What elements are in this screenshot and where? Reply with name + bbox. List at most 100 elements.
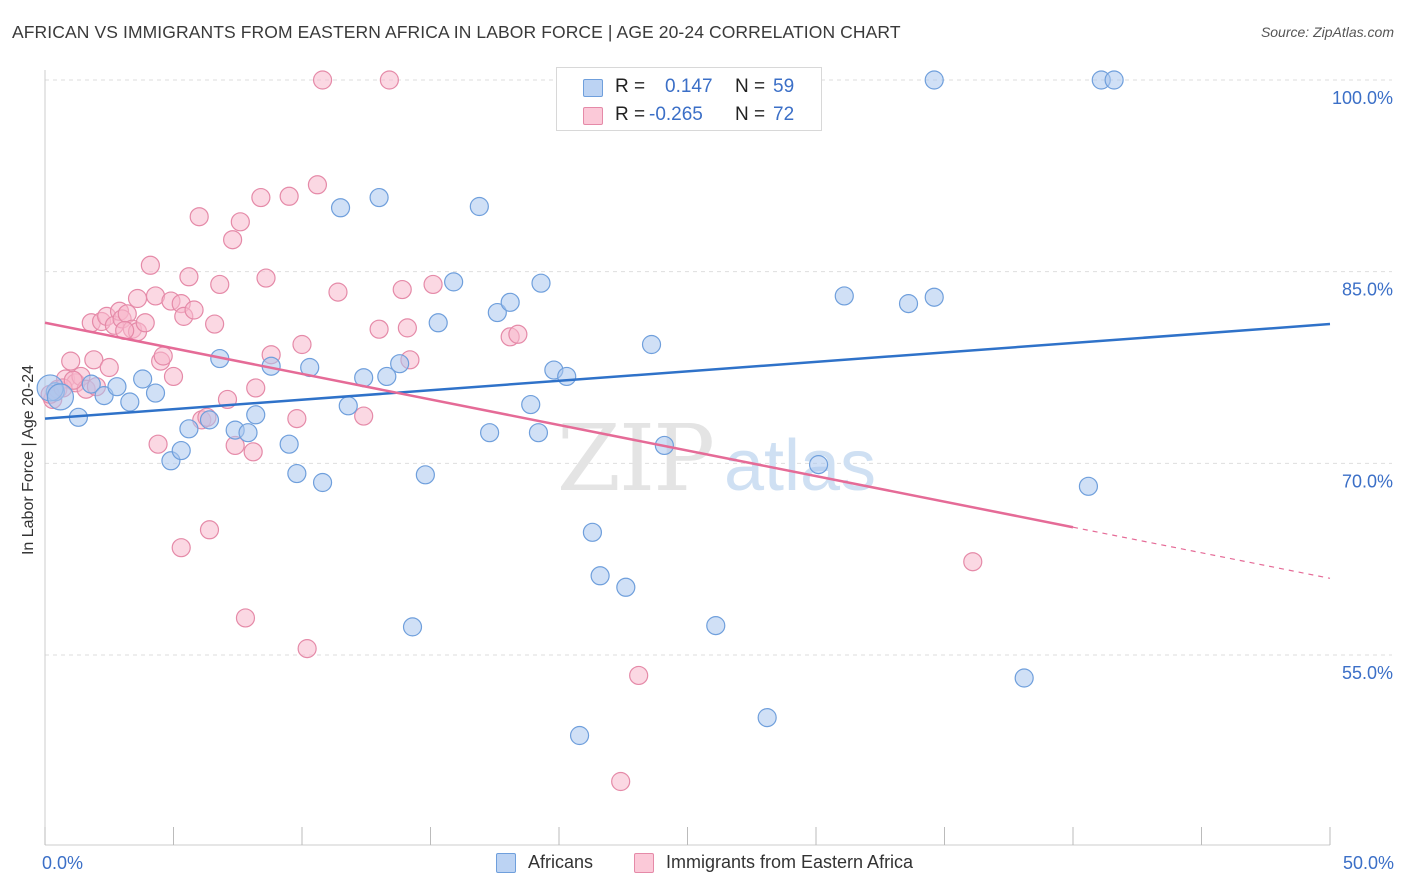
immigrants-point-54 (354, 406, 374, 426)
africans-point-46 (706, 616, 726, 636)
immigrants-point-58 (397, 318, 417, 338)
legend-r-label: R = (615, 76, 646, 97)
x-tick-label-0: 0.0% (42, 853, 83, 873)
legend-row-africans: R = 0.147 N = 59 (557, 72, 821, 102)
africans-point-25 (377, 366, 397, 387)
legend-label-africans: Africans (528, 852, 594, 872)
legend-item-immigrants: Immigrants from Eastern Africa (634, 852, 913, 873)
africans-point-9 (171, 440, 191, 461)
africans-point-40 (569, 725, 590, 746)
immigrants-point-42 (243, 442, 263, 462)
africans-point-24 (369, 187, 389, 208)
africans-point-6 (133, 369, 153, 389)
immigrants-point-22 (148, 434, 168, 454)
africans-point-2 (81, 374, 101, 394)
africans-point-43 (616, 577, 636, 597)
africans-point-10 (179, 419, 199, 439)
y-tick-label-3: 100.0% (1332, 88, 1393, 108)
immigrants-point-64 (611, 771, 631, 792)
immigrants-point-55 (369, 319, 389, 339)
watermark-zip: ZIP (557, 405, 713, 512)
tick-labels: 55.0% 70.0% 85.0% 100.0% 0.0% 50.0% (42, 88, 1394, 873)
africans-point-58 (46, 383, 75, 411)
africans-point-5 (120, 392, 140, 412)
trend-line-immigrants (44, 321, 1074, 529)
immigrants-point-62 (508, 324, 528, 344)
immigrants-point-51 (307, 175, 328, 195)
immigrants-point-26 (163, 366, 184, 387)
immigrants-point-19 (135, 313, 155, 333)
y-axis-label: In Labor Force | Age 20-24 (20, 364, 37, 556)
immigrants-point-65 (963, 552, 983, 572)
immigrants-point-40 (230, 212, 250, 232)
africans-point-51 (924, 70, 944, 90)
africans-point-26 (390, 354, 410, 374)
africans-point-37 (531, 273, 551, 293)
africans-point-32 (480, 423, 500, 443)
africans-point-49 (834, 286, 854, 306)
legend-swatch-immigrants (634, 852, 654, 873)
trend-line-immigrants-extension (1072, 526, 1331, 579)
y-tick-label-0: 55.0% (1342, 663, 1393, 683)
chart-title: AFRICAN VS IMMIGRANTS FROM EASTERN AFRIC… (12, 22, 901, 42)
immigrants-point-11 (99, 357, 119, 378)
legend-swatch-africans (583, 79, 603, 97)
immigrants-point-49 (292, 334, 312, 355)
africans-point-47 (757, 708, 777, 728)
immigrants-point-8 (84, 350, 104, 370)
africans-point-34 (500, 292, 520, 312)
africans-point-41 (582, 522, 603, 542)
africans-point-27 (402, 617, 423, 637)
immigrants-point-68 (63, 370, 83, 390)
immigrants-point-20 (140, 255, 160, 275)
africans-point-11 (199, 410, 220, 430)
legend-item-africans: Africans (496, 852, 593, 873)
immigrants-point-47 (279, 186, 299, 206)
y-tick-label-1: 70.0% (1342, 471, 1393, 491)
africans-point-30 (444, 272, 464, 292)
immigrants-point-18 (127, 288, 148, 309)
watermark-atlas: atlas (724, 426, 876, 506)
africans-point-39 (557, 366, 577, 387)
africans-point-44 (641, 334, 662, 355)
trend-line-africans (44, 322, 1331, 420)
immigrants-point-63 (629, 665, 649, 686)
africans-point-56 (1104, 70, 1124, 90)
africans-point-42 (590, 566, 610, 586)
immigrants-point-52 (312, 70, 333, 90)
legend-r-value-immigrants: -0.265 (649, 104, 703, 125)
africans-point-18 (287, 463, 307, 484)
immigrants-point-35 (205, 314, 225, 334)
legend-n-label: N = (735, 76, 766, 97)
africans-point-21 (330, 198, 351, 218)
immigrants-point-41 (235, 608, 256, 628)
immigrants-point-50 (297, 639, 317, 659)
legend-r-label: R = (615, 104, 646, 125)
africans-point-4 (107, 377, 127, 397)
series-legend: Africans Immigrants from Eastern Africa (0, 852, 1406, 878)
africans-point-53 (1014, 668, 1034, 688)
legend-swatch-immigrants (583, 107, 603, 125)
africans-point-36 (528, 423, 549, 443)
africans-point-22 (338, 396, 358, 416)
immigrants-point-31 (184, 300, 204, 320)
legend-row-immigrants: R = -0.265 N = 72 (557, 100, 821, 130)
africans-point-35 (521, 394, 541, 415)
immigrants-point-30 (179, 267, 199, 287)
axes (44, 70, 1331, 846)
africans-point-28 (415, 465, 435, 485)
immigrants-point-60 (423, 274, 443, 295)
source-label: Source: ZipAtlas.com (1260, 24, 1394, 40)
africans-point-20 (312, 472, 333, 493)
africans-point-7 (145, 383, 166, 403)
legend-n-label: N = (735, 104, 766, 125)
grid-lines (45, 79, 1392, 656)
immigrants-point-48 (287, 409, 307, 429)
immigrants-point-57 (392, 279, 412, 300)
trend-lines (44, 321, 1331, 579)
immigrants-point-36 (210, 274, 230, 295)
africans-point-52 (924, 287, 944, 307)
immigrants-point-24 (153, 346, 173, 366)
legend-r-value-africans: 0.147 (665, 76, 713, 97)
legend-label-immigrants: Immigrants from Eastern Africa (666, 852, 914, 872)
